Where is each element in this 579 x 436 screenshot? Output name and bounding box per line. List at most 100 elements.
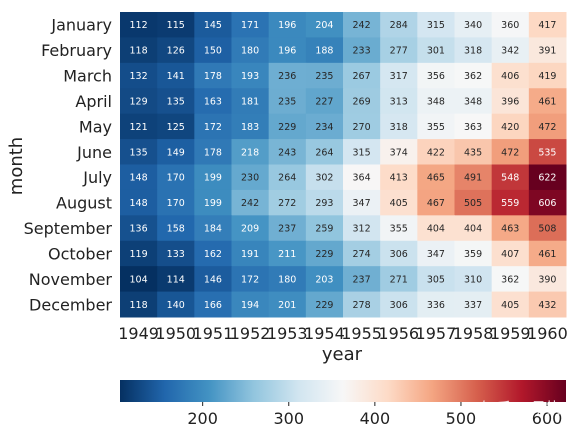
heatmap-cell (454, 291, 493, 318)
cell-value-label: 278 (353, 300, 371, 311)
heatmap-cell (380, 215, 418, 242)
heatmap-cell (454, 88, 493, 115)
cell-value-label: 301 (427, 46, 445, 57)
cell-value-label: 317 (390, 71, 408, 82)
heatmap-cell (528, 240, 567, 267)
cell-value-label: 313 (390, 96, 408, 107)
cell-value-label: 432 (538, 300, 556, 311)
cell-value-label: 548 (501, 173, 519, 184)
y-tick-label: December (29, 295, 112, 314)
cell-value-label: 229 (315, 249, 333, 260)
heatmap-cell (417, 240, 455, 267)
heatmap-cell (454, 37, 493, 64)
cell-value-label: 264 (315, 147, 333, 158)
cell-value-label: 271 (390, 274, 408, 285)
cell-value-label: 267 (353, 71, 371, 82)
cell-value-label: 125 (167, 122, 185, 133)
cell-value-label: 234 (315, 122, 333, 133)
x-tick-label: 1958 (453, 324, 494, 343)
cell-value-label: 183 (241, 122, 259, 133)
cell-value-label: 170 (167, 173, 185, 184)
cell-value-label: 149 (167, 147, 185, 158)
heatmap-cell (194, 215, 232, 242)
cell-value-label: 272 (278, 198, 296, 209)
cell-value-label: 305 (427, 274, 445, 285)
cell-value-label: 396 (501, 96, 519, 107)
heatmap-cell (417, 12, 455, 38)
heatmap-cell (343, 113, 381, 140)
colorbar-ticks: 200 300 400 500 600 (187, 402, 562, 428)
y-tick-label: August (56, 194, 112, 213)
cell-value-label: 413 (390, 173, 408, 184)
heatmap-cell (343, 139, 381, 165)
cell-value-label: 362 (501, 274, 519, 285)
heatmap-cell (120, 189, 158, 216)
cell-value-label: 467 (427, 198, 445, 209)
x-tick-label: 1960 (527, 324, 568, 343)
heatmap-cell (380, 291, 418, 318)
heatmap-cell (268, 113, 307, 140)
heatmap-cell (380, 164, 418, 191)
cell-value-label: 227 (315, 96, 333, 107)
heatmap-cell (305, 240, 344, 267)
cell-value-label: 362 (464, 71, 482, 82)
heatmap-cell (231, 139, 270, 165)
cell-value-label: 284 (390, 20, 408, 31)
heatmap-cell (157, 139, 195, 165)
cell-value-label: 364 (353, 173, 371, 184)
heatmap-cell (231, 88, 270, 115)
heatmap-cell (417, 62, 455, 89)
heatmap-cell (454, 164, 493, 191)
cell-value-label: 269 (353, 96, 371, 107)
heatmap-cell (491, 113, 530, 140)
heatmap-cell (268, 139, 307, 165)
heatmap-cell (491, 164, 530, 191)
cell-value-label: 355 (427, 122, 445, 133)
heatmap-cell (194, 139, 232, 165)
cell-value-label: 194 (241, 300, 259, 311)
cell-value-label: 404 (427, 224, 445, 235)
cell-value-label: 180 (241, 46, 259, 57)
cell-value-label: 193 (241, 71, 259, 82)
heatmap-cell (528, 113, 567, 140)
heatmap-cell (343, 62, 381, 89)
heatmap-cell (417, 88, 455, 115)
heatmap-cell (528, 266, 567, 293)
heatmap-cell (417, 164, 455, 191)
colorbar-tick-label: 500 (446, 409, 477, 428)
heatmap-cell (454, 189, 493, 216)
heatmap-cell (305, 12, 344, 38)
cell-value-label: 145 (204, 20, 222, 31)
cell-value-label: 196 (278, 46, 296, 57)
colorbar-tick-label: 300 (273, 409, 304, 428)
heatmap-cell (120, 37, 158, 64)
heatmap-cell (491, 12, 530, 38)
cell-value-label: 229 (278, 122, 296, 133)
heatmap-cell (454, 113, 493, 140)
heatmap-cell (343, 164, 381, 191)
heatmap-cell (343, 88, 381, 115)
cell-value-label: 318 (390, 122, 408, 133)
cell-value-label: 178 (204, 147, 222, 158)
cell-value-label: 622 (538, 173, 556, 184)
cell-value-label: 348 (464, 96, 482, 107)
cell-value-label: 391 (538, 46, 556, 57)
cell-value-label: 184 (204, 224, 222, 235)
cell-value-label: 150 (204, 46, 222, 57)
heatmap-cell (120, 62, 158, 89)
cell-value-label: 356 (427, 71, 445, 82)
colorbar-tick-label: 200 (187, 409, 218, 428)
heatmap-cell (343, 291, 381, 318)
cell-value-label: 129 (130, 96, 148, 107)
x-tick-label: 1953 (267, 324, 308, 343)
cell-value-label: 306 (390, 249, 408, 260)
heatmap-cell (417, 291, 455, 318)
cell-value-label: 435 (464, 147, 482, 158)
cell-value-label: 119 (130, 249, 148, 260)
heatmap-cell (305, 189, 344, 216)
heatmap-cell (194, 189, 232, 216)
heatmap-cell (194, 113, 232, 140)
heatmap-cell (491, 291, 530, 318)
cell-value-label: 211 (278, 249, 296, 260)
heatmap-cell (268, 291, 307, 318)
